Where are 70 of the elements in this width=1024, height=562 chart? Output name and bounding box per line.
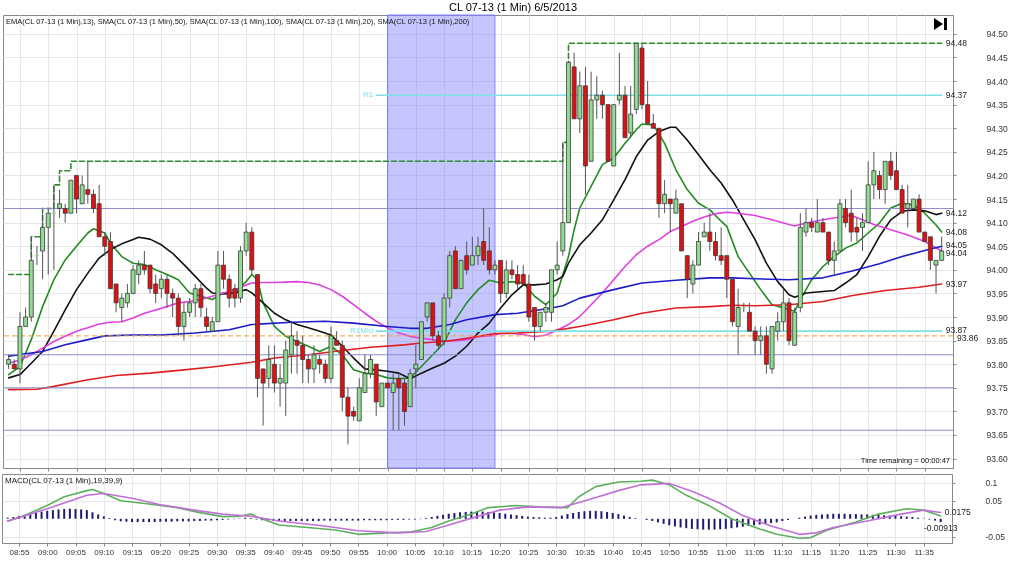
x-tick-label: 09:15 — [122, 547, 144, 557]
ref-line-label: 93.86 — [957, 332, 979, 343]
y-tick-label: 93.95 — [986, 288, 1009, 299]
series-label: R1 — [362, 90, 374, 100]
chart-title: MACD(CL 07-13 (1 Min),19,39,9) — [5, 476, 123, 485]
x-tick-label: 10:30 — [546, 547, 568, 557]
x-tick-label: 11:15 — [801, 547, 822, 557]
data-label: 94.08 — [945, 227, 968, 238]
y-tick-label: 94.40 — [986, 76, 1009, 87]
y-tick-label: 94.45 — [986, 52, 1009, 63]
x-tick-label: 09:35 — [235, 547, 257, 557]
x-tick-label: 10:10 — [433, 547, 455, 557]
y-tick-label: 94.05 — [986, 241, 1009, 252]
y-tick-label: 93.85 — [986, 336, 1009, 347]
y-tick-label: 94.20 — [986, 170, 1009, 181]
x-tick-label: 10:40 — [603, 547, 624, 557]
x-tick-label: 09:20 — [150, 547, 172, 557]
chart-title: CL 07-13 (1 Min) 6/5/2013 — [449, 0, 577, 13]
x-tick-label: 11:30 — [886, 547, 907, 557]
data-label: 94.05 — [945, 239, 968, 250]
x-tick-label: 10:25 — [518, 547, 539, 557]
data-label: 93.97 — [945, 278, 968, 289]
x-tick-label: 09:10 — [94, 547, 115, 557]
y-tick-label: -0.05 — [985, 532, 1006, 543]
y-tick-label: 93.90 — [986, 312, 1009, 323]
x-tick-label: 09:30 — [207, 547, 228, 557]
data-label: 94.12 — [945, 208, 968, 219]
x-tick-label: 10:55 — [688, 547, 709, 557]
x-tick-label: 09:25 — [179, 547, 200, 557]
y-tick-label: 94.35 — [986, 100, 1009, 111]
y-tick-label: 93.80 — [986, 359, 1009, 370]
y-tick-label: 0.05 — [985, 496, 1003, 507]
x-tick-label: 10:20 — [490, 547, 511, 557]
y-tick-label: 94.00 — [986, 265, 1009, 276]
x-tick-label: 09:40 — [263, 547, 285, 557]
y-tick-label: 94.25 — [986, 147, 1009, 158]
data-label: 94.37 — [945, 90, 968, 101]
data-label: 0.0175 — [944, 507, 971, 518]
data-label: -0.00913 — [923, 523, 958, 534]
y-tick-label: 94.50 — [986, 29, 1009, 40]
y-tick-label: 93.75 — [986, 383, 1009, 394]
y-tick-label: 93.65 — [986, 430, 1009, 441]
x-tick-label: 09:50 — [320, 547, 342, 557]
y-tick-label: 94.15 — [986, 194, 1009, 205]
data-label: 93.87 — [945, 324, 968, 335]
y-tick-label: 93.70 — [986, 406, 1009, 417]
y-tick-label: 94.10 — [986, 218, 1009, 229]
data-label: 94.04 — [945, 247, 968, 258]
x-tick-label: 10:05 — [405, 547, 426, 557]
y-tick-label: 0.1 — [985, 478, 998, 489]
x-tick-label: 10:50 — [659, 547, 681, 557]
y-tick-label: 94.30 — [986, 123, 1009, 134]
x-tick-label: 09:45 — [292, 547, 313, 557]
x-tick-label: 11:20 — [829, 547, 850, 557]
data-label: 94.48 — [945, 38, 968, 49]
x-tick-label: 09:00 — [37, 547, 59, 557]
y-tick-label: 93.60 — [986, 454, 1009, 465]
x-tick-label: 11:10 — [773, 547, 794, 557]
x-tick-label: 10:00 — [377, 547, 398, 557]
x-tick-label: 11:25 — [857, 547, 878, 557]
series-label: R1Mid — [350, 326, 374, 336]
x-tick-label: 11:35 — [914, 547, 935, 557]
x-tick-label: 09:55 — [348, 547, 370, 557]
x-tick-label: 10:35 — [574, 547, 596, 557]
x-tick-label: 11:05 — [744, 547, 765, 557]
x-tick-label: 09:05 — [66, 547, 87, 557]
x-tick-label: 10:45 — [631, 547, 653, 557]
x-tick-label: 08:55 — [9, 547, 31, 557]
x-tick-label: 11:00 — [716, 547, 737, 557]
x-tick-label: 10:15 — [461, 547, 483, 557]
